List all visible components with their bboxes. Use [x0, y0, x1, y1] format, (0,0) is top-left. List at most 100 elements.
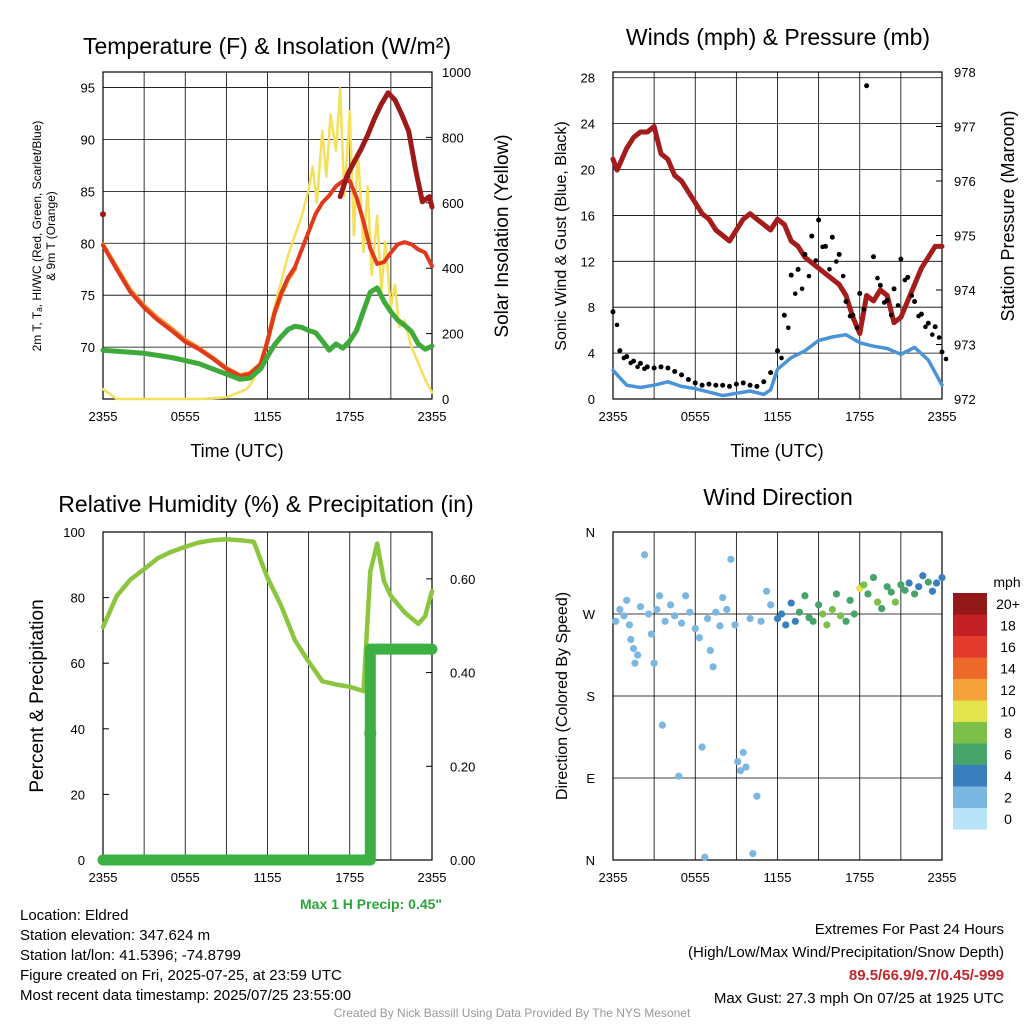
latlon-text: Station lat/lon: 41.5396; -74.8799	[20, 947, 242, 964]
temp-x-label: Time (UTC)	[190, 441, 283, 461]
direction-point	[658, 721, 666, 729]
heat-index-line	[337, 90, 435, 210]
temp-2m-line	[101, 179, 434, 379]
gust-point	[733, 381, 739, 387]
gust-point	[795, 266, 801, 272]
legend-label: 2	[1004, 789, 1012, 805]
gust-point	[834, 259, 839, 264]
extremes-title: Extremes For Past 24 Hours	[814, 921, 1004, 938]
gust-point	[813, 258, 819, 263]
y2-tick-label: 0.20	[450, 759, 475, 774]
direction-point	[661, 617, 669, 625]
direction-point	[915, 583, 923, 591]
gust-point	[932, 324, 938, 330]
dewpoint-line	[100, 285, 435, 382]
created-text: Figure created on Fri, 2025-07-25, at 23…	[20, 967, 342, 984]
gust-point	[624, 354, 630, 360]
legend-swatch	[953, 808, 987, 830]
y-tick-label: 95	[81, 81, 95, 96]
legend-label: 14	[1000, 660, 1016, 676]
gust-point	[836, 251, 842, 257]
gust-point	[644, 364, 650, 370]
legend-title: mph	[993, 574, 1020, 590]
gust-point	[631, 358, 637, 364]
direction-point	[873, 598, 882, 606]
direction-point	[719, 594, 727, 602]
direction-y-label: Direction (Colored By Speed)	[554, 592, 571, 800]
y2-tick-label: 200	[442, 327, 464, 342]
gust-point	[929, 332, 935, 337]
gust-point	[610, 309, 616, 315]
elevation-text: Station elevation: 347.624 m	[20, 927, 211, 944]
gust-point	[857, 290, 863, 296]
direction-point	[734, 758, 742, 766]
gust-point	[651, 365, 657, 371]
legend-swatch	[953, 786, 987, 808]
direction-point	[878, 604, 886, 613]
extremes-subtitle: (High/Low/Max Wind/Precipitation/Snow De…	[688, 944, 1004, 961]
direction-point	[883, 583, 891, 591]
gust-point	[936, 335, 942, 340]
legend-swatch	[953, 657, 987, 679]
y-tick-label: 20	[581, 163, 595, 178]
direction-point	[620, 612, 628, 620]
direction-point	[910, 590, 919, 598]
gust-point	[727, 383, 733, 389]
gust-point	[809, 233, 815, 239]
y2-tick-label: 975	[954, 229, 976, 244]
gust-point	[806, 273, 812, 279]
gust-point	[788, 272, 794, 278]
legend-label: 4	[1004, 768, 1012, 784]
direction-point	[938, 573, 946, 582]
legend-swatch	[953, 679, 987, 701]
x-tick-label: 2355	[418, 409, 447, 424]
y2-tick-label: 1000	[442, 65, 471, 80]
gust-point	[884, 297, 890, 303]
gust-point	[754, 383, 760, 389]
gust-point	[943, 356, 949, 362]
direction-point	[716, 622, 724, 630]
direction-point	[686, 608, 694, 616]
gust-point	[761, 379, 767, 385]
y-tick-label: 8	[588, 300, 595, 315]
direction-point	[703, 614, 712, 623]
y2-tick-label: 0.40	[450, 666, 475, 681]
y-tick-label: 80	[81, 236, 95, 251]
gust-point	[861, 306, 867, 312]
legend-swatch	[953, 743, 987, 765]
gust-point	[925, 320, 931, 326]
y-tick-label: 20	[71, 787, 85, 802]
y-tick-label: E	[586, 771, 595, 786]
gust-point	[768, 370, 774, 376]
precip-point	[364, 727, 377, 740]
direction-point	[723, 605, 731, 614]
gust-point	[918, 311, 924, 317]
x-tick-label: 1155	[254, 409, 282, 424]
direction-point	[691, 624, 699, 633]
legend-label: 18	[1000, 617, 1016, 633]
direction-point	[671, 612, 679, 620]
direction-point	[749, 850, 757, 858]
y-tick-label: 85	[81, 184, 95, 199]
plot-frame	[102, 71, 433, 400]
gust-point	[679, 372, 685, 378]
legend-swatch	[953, 765, 987, 787]
y-tick-label: 24	[581, 117, 595, 132]
gust-point	[747, 382, 753, 388]
gust-point	[923, 324, 928, 330]
gust-point	[895, 303, 901, 308]
y2-tick-label: 974	[954, 283, 976, 298]
direction-point	[712, 608, 720, 616]
direction-point	[695, 634, 703, 642]
gust-point	[665, 365, 671, 371]
sonic-wind-line	[611, 332, 944, 398]
y-tick-label: 12	[581, 254, 595, 269]
direction-point	[629, 645, 638, 653]
x-tick-label: 0555	[171, 409, 200, 424]
extremes-values: 89.5/66.9/9.7/0.45/-999	[848, 967, 1004, 984]
direction-point	[746, 614, 754, 623]
x-tick-label: 2355	[928, 870, 957, 885]
legend-swatch	[953, 593, 987, 615]
legend-swatch	[953, 614, 987, 636]
gust-point	[850, 312, 856, 318]
